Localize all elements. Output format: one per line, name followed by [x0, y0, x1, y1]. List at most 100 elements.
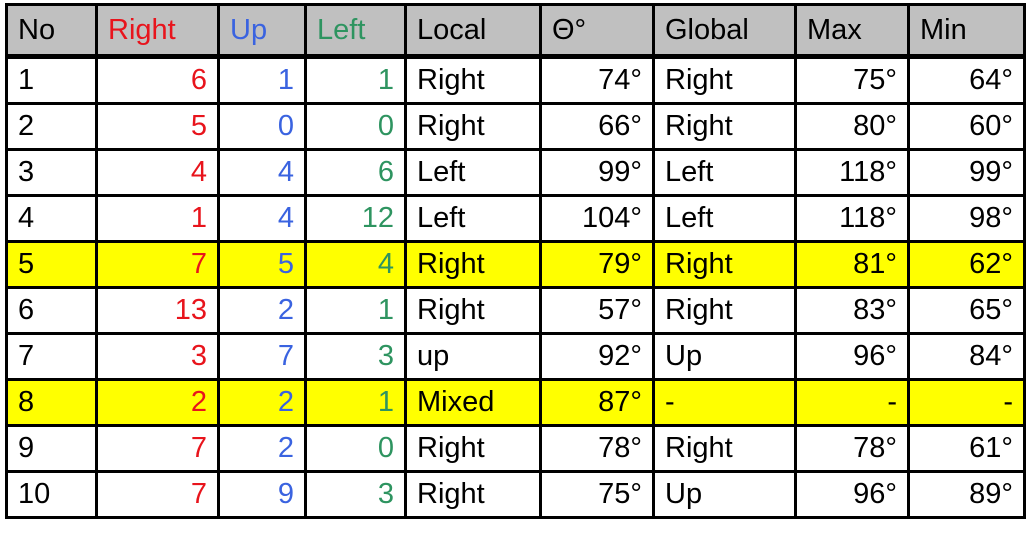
cell-theta: 79°	[539, 240, 655, 289]
cell-up: 4	[217, 148, 307, 197]
cell-theta: 78°	[539, 424, 655, 473]
cell-left: 0	[304, 102, 407, 151]
cell-up: 7	[217, 332, 307, 381]
header-up: Up	[217, 3, 307, 59]
cell-theta: 74°	[539, 55, 655, 105]
table-row: 6 13 2 1 Right 57° Right 83° 65°	[5, 286, 1026, 335]
cell-max: 96°	[794, 332, 910, 381]
table-row: 9 7 2 0 Right 78° Right 78° 61°	[5, 424, 1026, 473]
cell-no: 6	[5, 286, 98, 335]
cell-global: Left	[652, 194, 797, 243]
cell-up: 5	[217, 240, 307, 289]
cell-global: Right	[652, 286, 797, 335]
cell-min: 89°	[907, 470, 1026, 519]
cell-up: 2	[217, 378, 307, 427]
cell-local: Right	[404, 240, 542, 289]
cell-global: Right	[652, 102, 797, 151]
cell-max: 75°	[794, 55, 910, 105]
table-row: 5 7 5 4 Right 79° Right 81° 62°	[5, 240, 1026, 289]
cell-theta: 99°	[539, 148, 655, 197]
cell-right: 4	[95, 148, 220, 197]
cell-local: Left	[404, 194, 542, 243]
cell-no: 1	[5, 55, 98, 105]
cell-global: -	[652, 378, 797, 427]
cell-up: 0	[217, 102, 307, 151]
cell-min: 84°	[907, 332, 1026, 381]
cell-local: Mixed	[404, 378, 542, 427]
cell-left: 6	[304, 148, 407, 197]
cell-min: 65°	[907, 286, 1026, 335]
cell-right: 2	[95, 378, 220, 427]
cell-local: Right	[404, 286, 542, 335]
cell-max: 118°	[794, 194, 910, 243]
cell-right: 1	[95, 194, 220, 243]
cell-theta: 66°	[539, 102, 655, 151]
cell-global: Right	[652, 55, 797, 105]
cell-max: 83°	[794, 286, 910, 335]
cell-no: 5	[5, 240, 98, 289]
cell-no: 10	[5, 470, 98, 519]
cell-theta: 57°	[539, 286, 655, 335]
cell-min: -	[907, 378, 1026, 427]
cell-local: Left	[404, 148, 542, 197]
cell-local: Right	[404, 424, 542, 473]
header-local: Local	[404, 3, 542, 59]
cell-global: Up	[652, 332, 797, 381]
cell-up: 1	[217, 55, 307, 105]
cell-right: 3	[95, 332, 220, 381]
cell-min: 62°	[907, 240, 1026, 289]
cell-no: 7	[5, 332, 98, 381]
header-right: Right	[95, 3, 220, 59]
header-min: Min	[907, 3, 1026, 59]
cell-no: 4	[5, 194, 98, 243]
cell-no: 3	[5, 148, 98, 197]
cell-global: Right	[652, 424, 797, 473]
cell-right: 7	[95, 424, 220, 473]
cell-up: 9	[217, 470, 307, 519]
cell-left: 1	[304, 55, 407, 105]
cell-no: 2	[5, 102, 98, 151]
header-no: No	[5, 3, 98, 59]
cell-min: 64°	[907, 55, 1026, 105]
table-row: 8 2 2 1 Mixed 87° - - -	[5, 378, 1026, 427]
header-global: Global	[652, 3, 797, 59]
results-table: No Right Up Left Local Θ° Global Max Min…	[5, 3, 1026, 519]
cell-max: 118°	[794, 148, 910, 197]
cell-no: 8	[5, 378, 98, 427]
cell-up: 2	[217, 286, 307, 335]
cell-min: 99°	[907, 148, 1026, 197]
cell-theta: 92°	[539, 332, 655, 381]
cell-global: Left	[652, 148, 797, 197]
cell-right: 13	[95, 286, 220, 335]
cell-min: 60°	[907, 102, 1026, 151]
cell-min: 98°	[907, 194, 1026, 243]
cell-left: 1	[304, 286, 407, 335]
cell-right: 7	[95, 240, 220, 289]
cell-left: 1	[304, 378, 407, 427]
header-theta: Θ°	[539, 3, 655, 59]
cell-no: 9	[5, 424, 98, 473]
cell-left: 3	[304, 332, 407, 381]
header-row: No Right Up Left Local Θ° Global Max Min	[5, 3, 1026, 59]
cell-min: 61°	[907, 424, 1026, 473]
cell-local: Right	[404, 55, 542, 105]
cell-left: 12	[304, 194, 407, 243]
cell-global: Up	[652, 470, 797, 519]
cell-theta: 75°	[539, 470, 655, 519]
cell-right: 5	[95, 102, 220, 151]
cell-max: -	[794, 378, 910, 427]
table-row: 7 3 7 3 up 92° Up 96° 84°	[5, 332, 1026, 381]
table-row: 10 7 9 3 Right 75° Up 96° 89°	[5, 470, 1026, 519]
cell-max: 80°	[794, 102, 910, 151]
cell-left: 4	[304, 240, 407, 289]
header-left: Left	[304, 3, 407, 59]
cell-left: 0	[304, 424, 407, 473]
cell-right: 6	[95, 55, 220, 105]
cell-max: 96°	[794, 470, 910, 519]
cell-right: 7	[95, 470, 220, 519]
table-row: 2 5 0 0 Right 66° Right 80° 60°	[5, 102, 1026, 151]
cell-max: 78°	[794, 424, 910, 473]
table-row: 1 6 1 1 Right 74° Right 75° 64°	[5, 55, 1026, 105]
cell-local: Right	[404, 102, 542, 151]
cell-max: 81°	[794, 240, 910, 289]
